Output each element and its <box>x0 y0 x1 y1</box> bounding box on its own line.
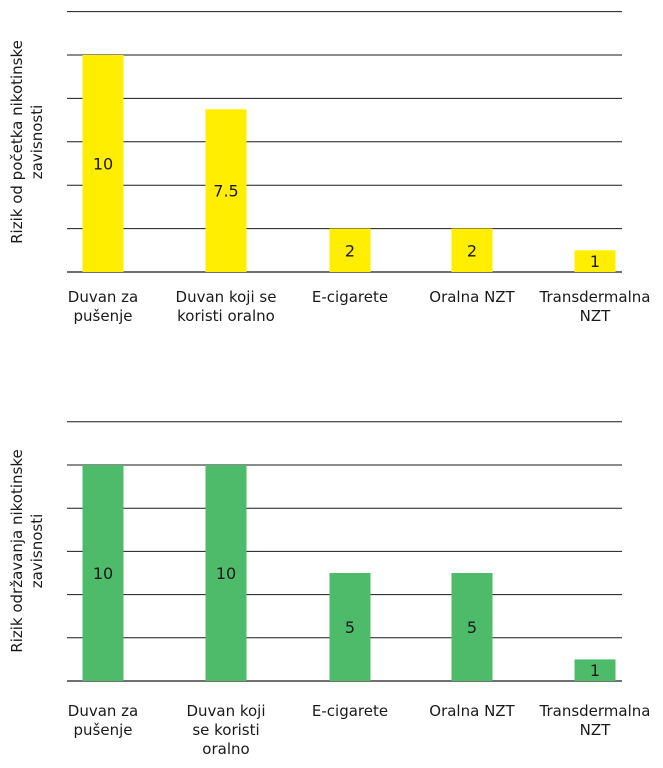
x-tick-label-3: E-cigarete <box>312 702 388 720</box>
y-axis-title: Rizik održavanja nikotinske zavisnosti <box>8 449 46 652</box>
bar-5 <box>574 659 616 681</box>
x-tick-label-1: Duvan za pušenje <box>68 702 138 739</box>
bar-2 <box>205 109 247 272</box>
bar-2 <box>205 465 247 681</box>
x-tick-label-1: Duvan za pušenje <box>68 288 138 325</box>
data-label-2: 10 <box>216 564 236 583</box>
chart-1: 10 7.5 2 2 1 Duvan za pušenje Duvan koji se kori… <box>8 11 651 325</box>
bar-4 <box>451 573 493 681</box>
x-tick-label-2: Duvan koji se koristi oralno <box>186 702 265 758</box>
x-tick-label-5: Transdermalna NZT <box>539 288 651 325</box>
data-label-3: 5 <box>345 618 355 637</box>
x-tick-label-4: Oralna NZT <box>429 702 515 720</box>
x-tick-label-4: Oralna NZT <box>429 288 515 306</box>
data-label-4: 2 <box>467 241 477 260</box>
y-axis-title: Rizik od početka nikotinske zavisnosti <box>8 40 46 244</box>
x-tick-label-2: Duvan koji se koristi oralno <box>176 288 277 325</box>
data-label-5: 1 <box>590 252 600 271</box>
data-label-1: 10 <box>93 564 113 583</box>
data-label-4: 5 <box>467 618 477 637</box>
data-label-3: 2 <box>345 241 355 260</box>
x-tick-label-5: Transdermalna NZT <box>539 702 651 739</box>
bar-3 <box>329 573 371 681</box>
bar-4 <box>451 228 493 272</box>
bar-1 <box>82 465 124 681</box>
chart-2: 10 10 5 5 1 Duvan za pušenje Duvan koji se koris… <box>8 421 651 758</box>
data-label-1: 10 <box>93 155 113 174</box>
data-label-5: 1 <box>590 661 600 680</box>
bar-1 <box>82 55 124 272</box>
x-tick-label-3: E-cigarete <box>312 288 388 306</box>
bar-3 <box>329 228 371 272</box>
data-label-2: 7.5 <box>213 182 238 201</box>
bar-5 <box>574 250 616 272</box>
